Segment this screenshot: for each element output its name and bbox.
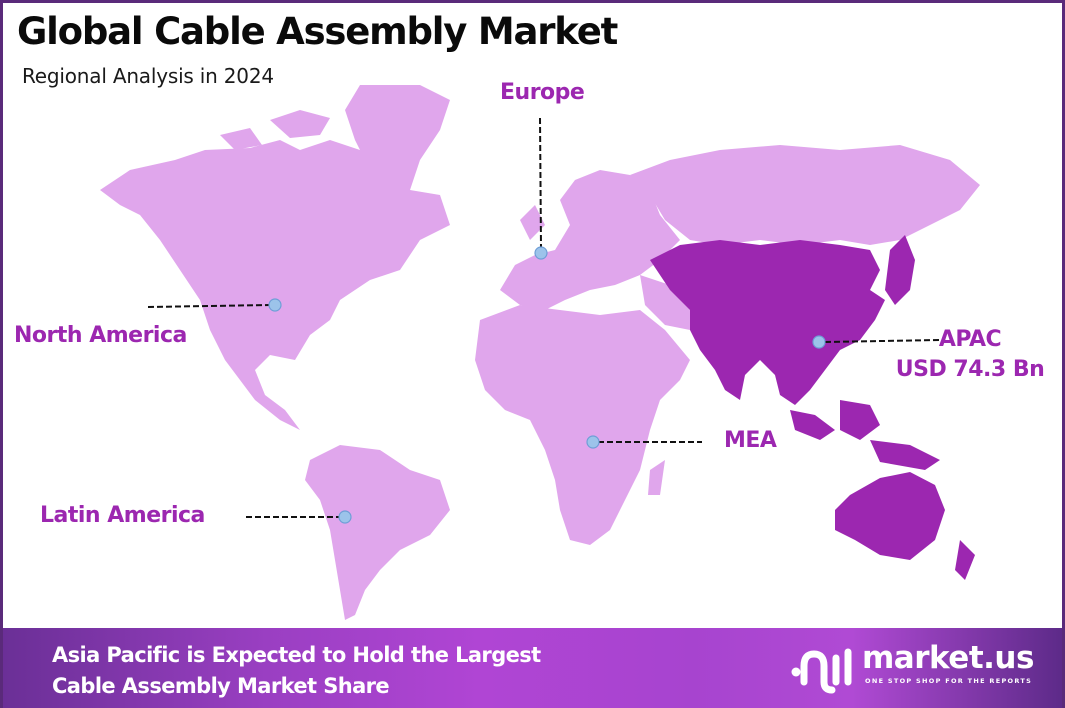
marker-latin-america[interactable]: [338, 510, 352, 524]
market-us-logo[interactable]: market.us ONE STOP SHOP FOR THE REPORTS: [790, 640, 1040, 694]
marker-mea[interactable]: [586, 435, 600, 449]
page-title: Global Cable Assembly Market: [17, 10, 618, 53]
footer-line-1: Asia Pacific is Expected to Hold the Lar…: [52, 643, 541, 667]
region-latin-america[interactable]: [305, 445, 450, 620]
leader-lines: [147, 117, 941, 518]
page-subtitle: Regional Analysis in 2024: [22, 64, 274, 88]
region-apac[interactable]: [650, 235, 975, 580]
footer-banner: Asia Pacific is Expected to Hold the Lar…: [0, 628, 1065, 708]
region-north-america[interactable]: [100, 85, 450, 430]
footer-headline: Asia Pacific is Expected to Hold the Lar…: [52, 640, 541, 702]
footer-line-2: Cable Assembly Market Share: [52, 674, 390, 698]
label-apac: APAC USD 74.3 Bn: [890, 325, 1050, 385]
label-apac-value: USD 74.3 Bn: [895, 357, 1045, 382]
marker-north-america[interactable]: [268, 298, 282, 312]
logo-mark-icon: [791, 648, 852, 694]
marker-apac[interactable]: [812, 335, 826, 349]
logo-wordmark: market.us: [862, 640, 1034, 676]
label-latin-america: Latin America: [40, 503, 205, 528]
logo-tagline: ONE STOP SHOP FOR THE REPORTS: [865, 677, 1033, 685]
region-north-asia: [630, 145, 980, 330]
label-apac-name: APAC: [938, 327, 1002, 352]
label-mea: MEA: [724, 428, 777, 453]
region-europe[interactable]: [500, 170, 680, 310]
label-europe: Europe: [500, 80, 585, 105]
region-mea[interactable]: [475, 305, 690, 545]
label-north-america: North America: [14, 323, 187, 348]
marker-europe[interactable]: [534, 246, 548, 260]
world-map: [100, 85, 980, 620]
